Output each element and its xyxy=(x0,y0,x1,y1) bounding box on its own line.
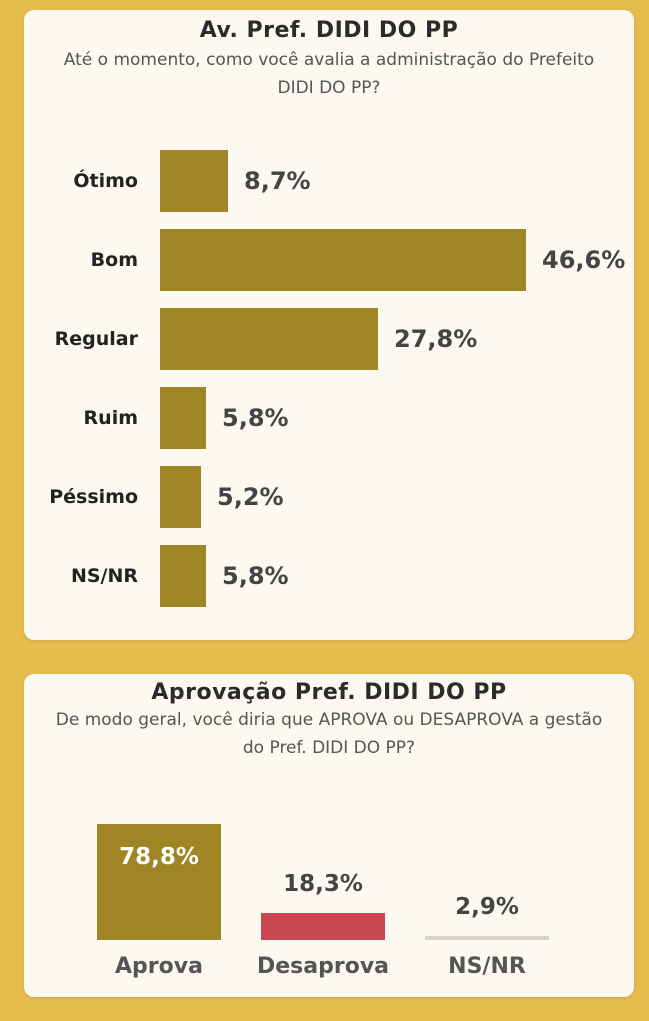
value-label: 27,8% xyxy=(394,325,478,353)
category-label: Regular xyxy=(54,328,138,350)
category-label: Bom xyxy=(90,249,138,271)
category-label: Ruim xyxy=(83,407,138,429)
value-label: 5,2% xyxy=(217,483,284,511)
approval-chart-card: Aprovação Pref. DIDI DO PP De modo geral… xyxy=(24,674,634,997)
category-label: Ótimo xyxy=(73,170,138,192)
category-label: NS/NR xyxy=(70,565,138,587)
bar xyxy=(160,308,378,370)
bar xyxy=(160,387,206,449)
category-label: Péssimo xyxy=(49,486,138,508)
evaluation-chart-subtitle: Até o momento, como você avalia a admini… xyxy=(63,50,595,98)
bar xyxy=(261,913,385,940)
category-label: Aprova xyxy=(115,954,203,979)
evaluation-chart-title: Av. Pref. DIDI DO PP xyxy=(199,18,459,43)
bar xyxy=(160,229,526,291)
value-label: 2,9% xyxy=(455,894,519,920)
bar xyxy=(425,936,549,940)
value-label: 5,8% xyxy=(222,404,289,432)
bar xyxy=(97,824,221,940)
value-label: 46,6% xyxy=(542,246,626,274)
value-label: 78,8% xyxy=(119,844,199,870)
value-label: 8,7% xyxy=(244,167,311,195)
bar xyxy=(160,150,228,212)
bar xyxy=(160,545,206,607)
approval-chart-title: Aprovação Pref. DIDI DO PP xyxy=(151,680,507,705)
value-label: 18,3% xyxy=(283,871,363,897)
category-label: NS/NR xyxy=(448,954,526,979)
approval-chart-subtitle: De modo geral, você diria que APROVA ou … xyxy=(55,710,603,758)
category-label: Desaprova xyxy=(256,954,390,979)
bar xyxy=(160,466,201,528)
evaluation-chart-card: Av. Pref. DIDI DO PP Até o momento, como… xyxy=(24,10,634,640)
value-label: 5,8% xyxy=(222,562,289,590)
